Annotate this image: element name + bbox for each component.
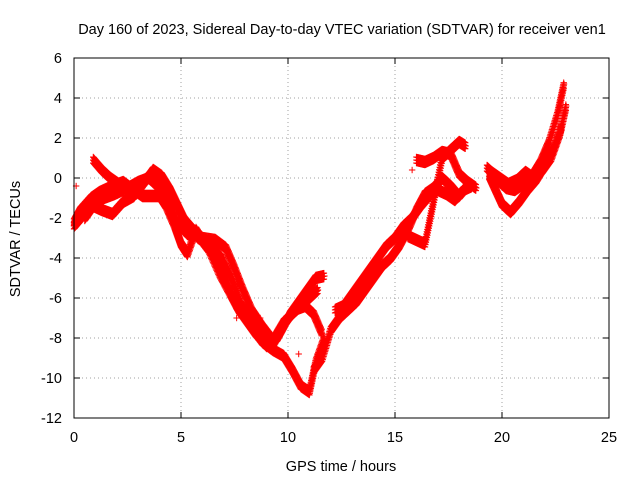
y-axis-label: SDTVAR / TECUs bbox=[8, 181, 24, 297]
x-tick-label: 25 bbox=[601, 430, 617, 446]
y-tick-label: -12 bbox=[41, 411, 62, 427]
x-axis-label: GPS time / hours bbox=[286, 459, 396, 475]
x-tick-label: 10 bbox=[280, 430, 296, 446]
x-tick-label: 5 bbox=[177, 430, 185, 446]
x-tick-label: 20 bbox=[494, 430, 510, 446]
y-tick-label: 4 bbox=[54, 91, 62, 107]
y-tick-label: -4 bbox=[49, 251, 62, 267]
y-tick-label: -2 bbox=[49, 211, 62, 227]
data-points bbox=[71, 79, 570, 398]
y-tick-label: 2 bbox=[54, 131, 62, 147]
y-tick-label: 6 bbox=[54, 51, 62, 67]
y-tick-label: -8 bbox=[49, 331, 62, 347]
y-tick-label: -10 bbox=[41, 371, 62, 387]
chart-title: Day 160 of 2023, Sidereal Day-to-day VTE… bbox=[78, 22, 606, 38]
x-tick-label: 0 bbox=[70, 430, 78, 446]
y-tick-label: -6 bbox=[49, 291, 62, 307]
grid-lines bbox=[74, 58, 609, 418]
y-tick-label: 0 bbox=[54, 171, 62, 187]
axis-ticks: 0 5 10 15 20 25 -12 -10 -8 -6 -4 -2 0 2 4 6 bbox=[41, 51, 617, 446]
x-tick-label: 15 bbox=[387, 430, 403, 446]
